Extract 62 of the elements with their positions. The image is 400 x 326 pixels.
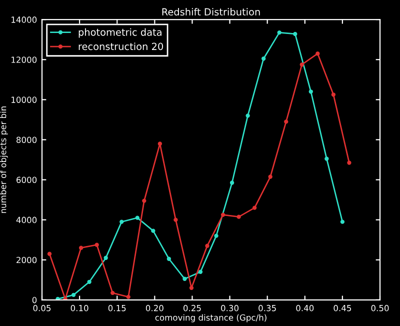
y-tick-label: 4000 (16, 216, 37, 224)
point (205, 244, 210, 248)
point (47, 252, 52, 256)
point (277, 30, 282, 35)
x-axis-title: comoving distance (Gpc/h) (155, 314, 266, 322)
point (126, 294, 130, 299)
point (189, 286, 194, 290)
point (104, 256, 108, 260)
point (316, 52, 320, 56)
point (284, 120, 288, 124)
point (158, 142, 162, 146)
x-tick-label: 0.15 (108, 304, 126, 312)
x-tick-label: 0.20 (146, 304, 164, 312)
point (94, 242, 99, 247)
x-tick-label: 0.50 (371, 304, 389, 312)
point (142, 198, 146, 203)
point (268, 174, 272, 179)
point (308, 90, 313, 94)
y-tick-label: 2000 (16, 256, 37, 264)
y-tick-label: 0 (32, 296, 37, 304)
point (331, 92, 336, 97)
point (166, 256, 172, 261)
point (182, 276, 187, 281)
point (347, 160, 352, 165)
x-tick-label: 0.05 (33, 304, 51, 312)
point (261, 56, 266, 61)
y-axis-title: number of objects per bin (0, 106, 8, 213)
point (246, 114, 250, 118)
legend-label: photometric data (78, 28, 162, 38)
x-tick-label: 0.10 (70, 304, 88, 312)
point (110, 290, 115, 295)
point (214, 234, 218, 238)
point (174, 218, 178, 222)
point (324, 156, 329, 161)
y-tick-label: 12000 (12, 56, 37, 63)
point (198, 270, 203, 274)
point (135, 216, 140, 220)
point (71, 292, 76, 297)
point (252, 206, 257, 210)
chart-title: Redshift Distribution (162, 8, 260, 16)
y-tick-label: 6000 (16, 176, 37, 184)
point (87, 280, 92, 284)
point (120, 220, 124, 224)
x-tick-label: 0.25 (183, 304, 201, 312)
y-tick-label: 10000 (12, 96, 37, 103)
point (293, 32, 298, 36)
x-tick-label: 0.30 (221, 304, 238, 312)
point (220, 212, 226, 217)
point (340, 220, 345, 224)
point (63, 296, 68, 300)
point (300, 62, 304, 67)
legend-label: reconstruction 20 (78, 42, 164, 50)
y-tick-label: 14000 (12, 16, 37, 23)
point (56, 296, 60, 300)
y-tick-label: 8000 (16, 136, 37, 143)
point (151, 228, 156, 233)
x-tick-label: 0.45 (334, 304, 351, 312)
point (78, 246, 84, 250)
x-tick-label: 0.35 (258, 304, 276, 312)
point (236, 214, 241, 219)
x-tick-label: 0.40 (296, 304, 314, 312)
point (230, 180, 234, 185)
